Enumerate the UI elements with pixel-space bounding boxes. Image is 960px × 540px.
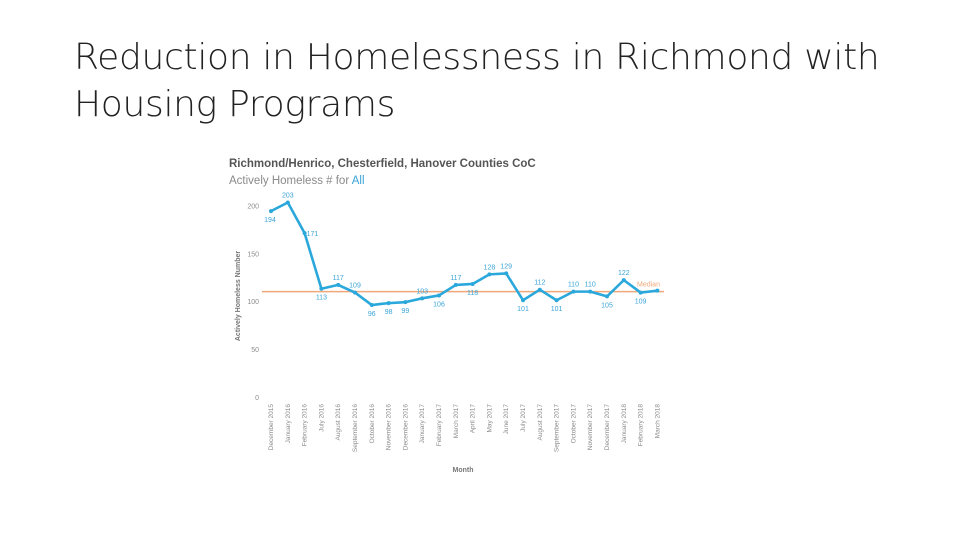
data-point [571,289,576,294]
slide-title: Reduction in Homelessness in Richmond wi… [74,34,914,128]
data-point [336,282,341,287]
data-point [638,290,643,295]
data-point [437,293,441,298]
data-point [605,294,609,299]
data-label: 110 [585,282,596,289]
data-point [420,296,425,301]
data-label: 194 [264,217,276,224]
data-point [269,209,273,214]
x-tick-label: December 2016 [402,404,409,451]
data-point [386,301,391,306]
data-label: 117 [333,275,344,282]
x-tick-label: June 2017 [503,404,510,435]
data-point [319,286,324,291]
median-label: Median [637,282,660,289]
x-tick-label: September 2017 [554,404,561,452]
y-tick-label: 50 [251,347,259,354]
x-tick-label: January 2017 [419,404,426,444]
data-label: 171 [307,231,319,238]
data-label: 122 [618,270,630,277]
data-label: 110 [568,282,579,289]
data-label: 101 [517,306,529,313]
x-tick-label: February 2016 [302,404,309,447]
slide-title-line-1: Reduction in Homelessness in Richmond wi… [74,37,880,78]
data-label: 128 [484,264,496,271]
chart-subtitle: Actively Homeless # for All [229,175,365,187]
x-tick-label: March 2018 [654,404,661,439]
data-point [621,278,626,283]
x-tick-label: July 2016 [318,404,325,432]
chart-subtitle-prefix: Actively Homeless # for [229,175,352,187]
chart-subtitle-highlight: All [351,175,365,187]
x-tick-label: November 2016 [386,404,393,451]
data-label: 105 [601,302,613,309]
data-label: 129 [500,263,512,270]
data-label: 106 [433,301,445,308]
data-label: 112 [534,280,545,287]
data-label: 103 [416,288,428,295]
x-tick-label: February 2017 [436,404,443,447]
data-point [504,271,509,276]
x-tick-label: April 2017 [470,404,477,434]
data-label: 98 [385,309,393,316]
x-axis-label: Month [453,467,474,474]
x-tick-label: July 2017 [520,404,527,432]
x-tick-label: December 2015 [268,404,275,451]
x-tick-label: May 2017 [486,404,493,433]
x-tick-label: February 2018 [638,404,645,447]
data-point [487,272,492,277]
y-tick-label: 150 [247,251,259,258]
data-point [554,298,559,303]
x-tick-label: August 2017 [537,404,544,441]
data-point [285,200,290,205]
data-point [588,289,593,294]
data-point [453,282,458,287]
data-label: 99 [402,308,410,315]
chart-title: Richmond/Henrico, Chesterfield, Hanover … [229,158,536,170]
x-tick-label: November 2017 [587,404,594,451]
data-label: 117 [450,275,461,282]
data-label: 113 [316,295,327,302]
data-point [521,298,525,303]
x-tick-label: December 2017 [604,404,611,451]
data-label: 118 [467,290,478,297]
series-line [270,201,658,307]
x-tick-label: January 2016 [285,404,292,444]
y-tick-label: 200 [247,203,259,210]
y-axis-label: Actively Homeless Number [235,251,242,342]
data-label: 96 [368,311,376,318]
data-label: 203 [282,193,294,200]
data-point [302,231,307,236]
x-tick-label: October 2016 [369,404,376,444]
data-point [537,287,542,292]
data-point [353,290,357,295]
data-label: 109 [349,283,361,290]
x-tick-label: August 2016 [335,404,342,441]
data-point [403,300,408,305]
y-tick-label: 0 [255,395,259,402]
data-point [655,288,660,293]
data-point [369,303,374,308]
data-label: 101 [551,306,563,313]
data-point [470,281,475,286]
x-tick-label: October 2017 [570,404,577,444]
data-label: 109 [635,299,647,306]
y-tick-label: 100 [247,299,259,306]
x-tick-label: September 2016 [352,404,359,452]
slide-title-line-2: Housing Programs [74,84,396,125]
x-tick-label: March 2017 [453,404,460,439]
x-tick-label: January 2018 [621,404,628,444]
